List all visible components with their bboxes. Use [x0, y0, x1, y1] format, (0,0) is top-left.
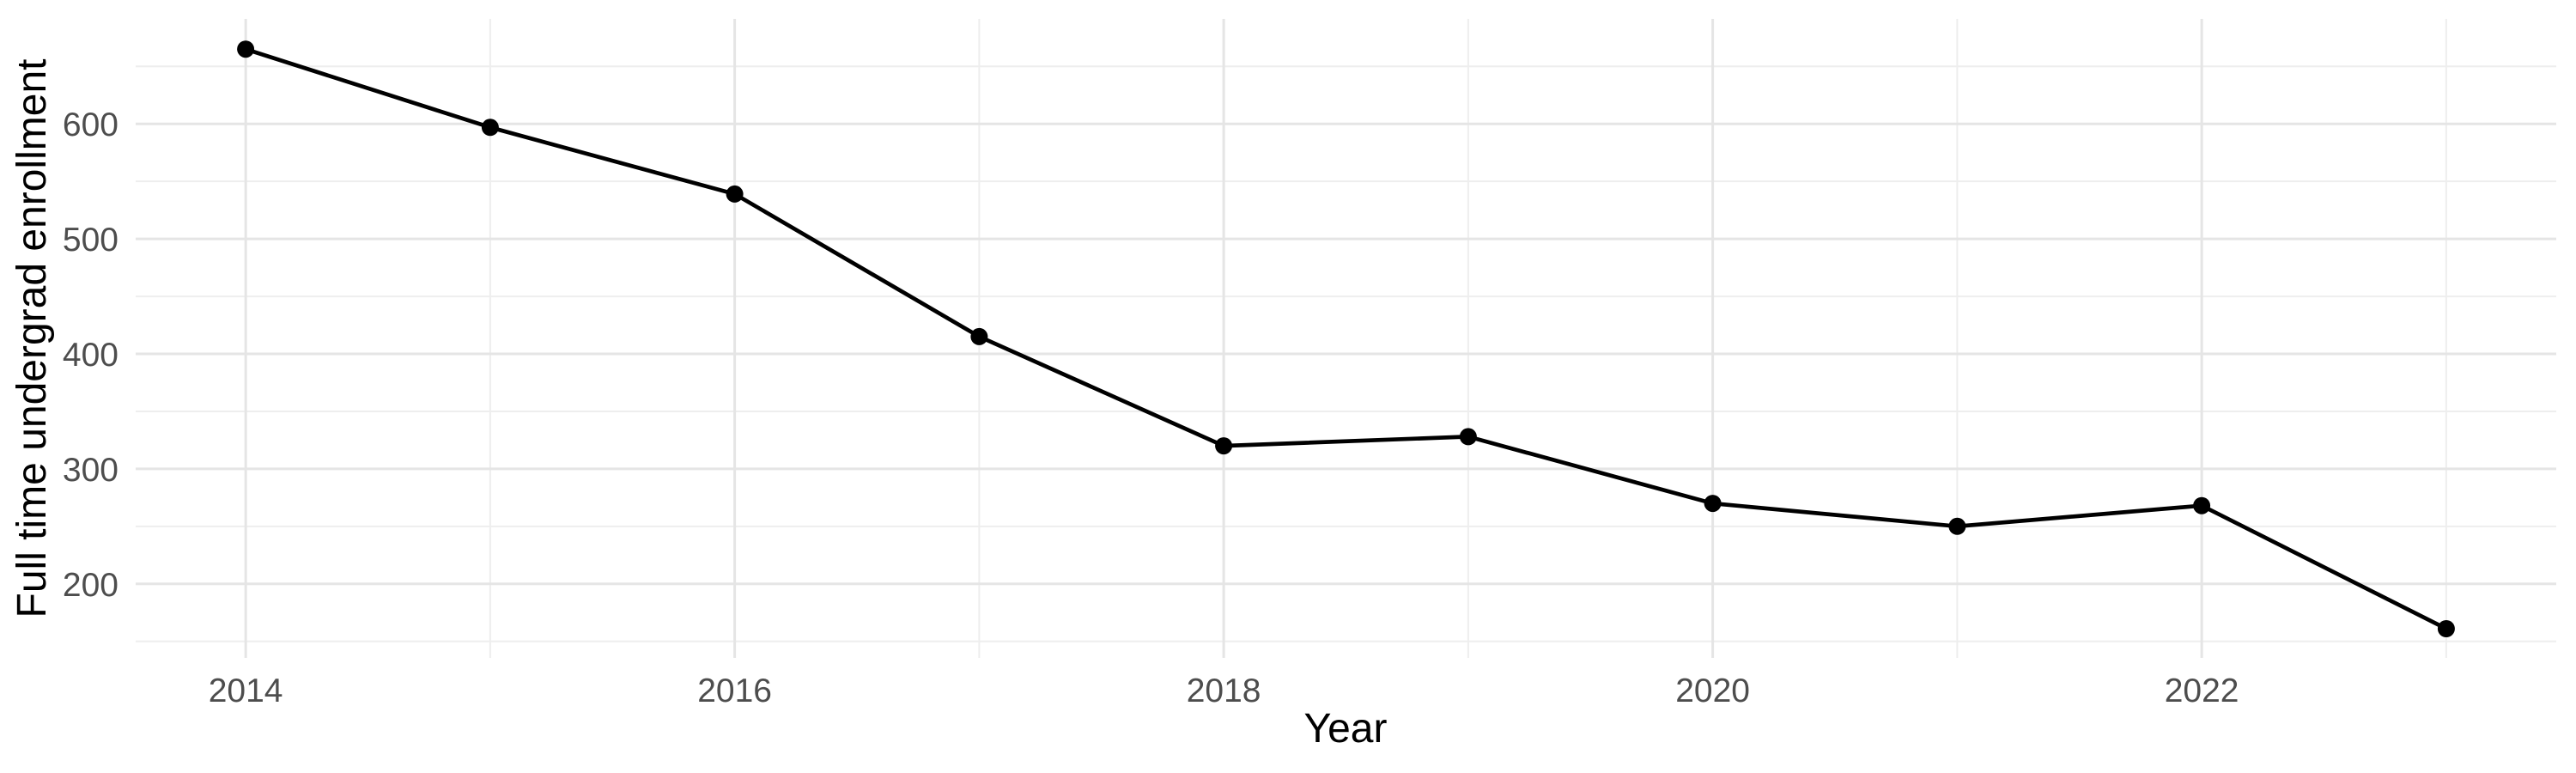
data-point — [237, 40, 255, 58]
data-point — [481, 119, 499, 137]
series-line — [245, 46, 2447, 631]
x-tick-label: 2022 — [2165, 673, 2239, 709]
data-point — [1948, 517, 1966, 535]
y-axis-title: Full time undergrad enrollment — [9, 58, 55, 618]
data-points — [237, 40, 2455, 637]
x-tick-label: 2016 — [697, 673, 772, 709]
data-point — [1215, 437, 1233, 455]
gridlines-minor — [136, 19, 2556, 658]
x-tick-label: 2014 — [209, 673, 283, 709]
data-point — [2193, 496, 2211, 514]
data-point — [2437, 620, 2455, 637]
y-tick-label: 500 — [63, 222, 118, 259]
gridlines-major — [136, 19, 2556, 658]
x-tick-label: 2018 — [1187, 673, 1261, 709]
data-point — [1704, 495, 1722, 513]
y-tick-label: 200 — [63, 567, 118, 604]
data-point — [970, 327, 988, 345]
x-axis-tick-labels: 2014 2016 2018 2020 2022 — [209, 673, 2239, 709]
x-tick-label: 2020 — [1675, 673, 1750, 709]
y-tick-label: 400 — [63, 337, 118, 374]
y-tick-label: 300 — [63, 452, 118, 489]
y-tick-label: 600 — [63, 107, 118, 143]
data-point — [1459, 428, 1477, 446]
x-axis-title: Year — [1303, 706, 1388, 752]
data-point — [726, 185, 744, 203]
y-axis-tick-labels: 200 300 400 500 600 — [63, 107, 118, 604]
